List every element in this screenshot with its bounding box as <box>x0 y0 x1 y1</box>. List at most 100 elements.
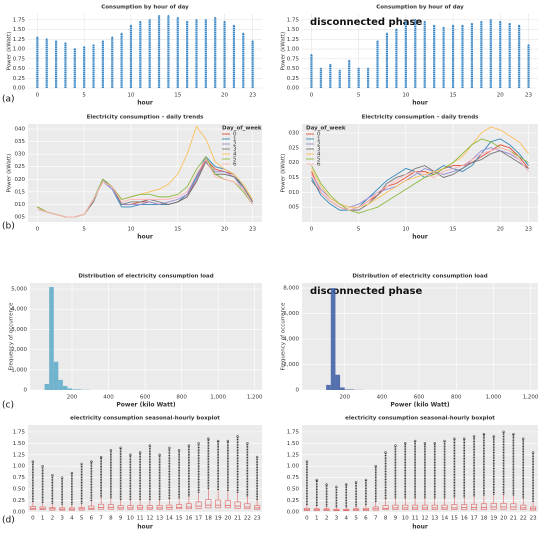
strip-top <box>480 20 483 23</box>
x-tick-label: 21 <box>510 516 517 522</box>
strip-top <box>508 22 511 25</box>
x-tick-label: 1 <box>41 516 45 522</box>
y-tick-label: 0.00 <box>287 510 300 516</box>
strip-top <box>329 63 332 66</box>
y-tick-label: 1.75 <box>287 17 300 23</box>
outlier-max <box>531 451 535 454</box>
strip-top <box>101 40 104 43</box>
outlier-max <box>41 464 44 468</box>
plot-area <box>302 425 538 512</box>
chart-title: Electricity consumption – daily trends <box>362 115 480 121</box>
plot-area <box>302 14 538 88</box>
box <box>510 503 517 510</box>
legend-label: 2 <box>233 142 237 148</box>
box <box>451 504 458 511</box>
y-tick-label: 1.50 <box>13 441 26 447</box>
x-tick-label: 0 <box>310 93 314 99</box>
y-tick-label: 5,000 <box>11 287 27 293</box>
chart-title: electricity consumption seasonal-hourly … <box>70 416 220 422</box>
box <box>107 504 114 510</box>
outlier-max <box>502 430 505 434</box>
y-tick-label: 0.00 <box>13 86 26 92</box>
y-tick-label: 020 <box>289 160 300 166</box>
bar <box>58 379 63 390</box>
outlier-max <box>226 439 230 443</box>
x-tick-label: 600 <box>414 395 425 401</box>
x-tick-label: 9 <box>394 516 398 522</box>
y-tick-label: 040 <box>15 127 26 133</box>
bar <box>44 383 50 390</box>
box <box>402 504 409 511</box>
strip-top <box>527 44 530 47</box>
x-tick-label: 0 <box>305 516 309 522</box>
box <box>382 505 389 511</box>
x-tick-label: 20 <box>221 93 228 99</box>
strip-top <box>319 67 322 70</box>
x-tick-label: 400 <box>377 395 388 401</box>
y-tick-label: 8,000 <box>283 286 299 292</box>
y-tick-label: 025 <box>289 145 300 151</box>
panel-label: (c) <box>2 401 14 411</box>
x-tick-label: 200 <box>67 395 78 401</box>
line <box>37 158 254 218</box>
x-tick-label: 3 <box>335 516 339 522</box>
strip-top <box>73 48 76 50</box>
box <box>146 505 153 510</box>
strip-top <box>214 16 217 19</box>
outlier-max <box>51 474 54 477</box>
y-tick-label: 0.25 <box>287 76 300 82</box>
chart-title: electricity consumption seasonal-hourly … <box>345 416 495 422</box>
x-tick-label: 8 <box>384 516 388 522</box>
outlier-max <box>315 478 318 482</box>
y-tick-label: 1.75 <box>13 429 26 435</box>
y-tick-label: 1.25 <box>287 452 300 458</box>
strip-top <box>139 20 142 23</box>
outlier-max <box>453 437 456 440</box>
line <box>311 126 529 208</box>
y-tick-label: 0.75 <box>13 475 26 481</box>
bar <box>335 374 341 390</box>
x-tick-label: 10 <box>127 227 134 233</box>
y-tick-label: 4,000 <box>11 307 27 313</box>
x-axis-label: hour <box>412 524 428 531</box>
y-tick-label: 015 <box>289 175 300 181</box>
chart-title: Distribution of electricity consumption … <box>352 274 487 280</box>
outlier-max <box>325 483 328 486</box>
x-tick-label: 15 <box>450 93 457 99</box>
x-tick-label: 2 <box>51 516 55 522</box>
x-tick-label: 4 <box>345 516 349 522</box>
outlier-max <box>472 435 476 438</box>
legend-label: 0 <box>317 132 321 138</box>
outlier-max <box>345 483 348 486</box>
strip-top <box>158 15 160 17</box>
outlier-max <box>158 453 161 457</box>
x-tick-label: 6 <box>364 516 368 522</box>
y-tick-label: 1.00 <box>13 464 26 470</box>
y-tick-label: 010 <box>15 202 26 208</box>
box <box>88 505 95 511</box>
x-tick-label: 9 <box>119 516 123 522</box>
y-tick-label: 2,000 <box>283 362 299 368</box>
x-tick-label: 22 <box>244 516 251 522</box>
box <box>176 504 183 510</box>
y-axis-label: Frequency of occurrence <box>281 302 287 370</box>
strip-top <box>223 20 226 23</box>
strip-top <box>167 15 170 17</box>
y-tick-label: 2,000 <box>11 347 27 353</box>
x-tick-label: 20 <box>500 516 507 522</box>
legend-label: 6 <box>233 162 237 168</box>
outlier-max <box>255 455 259 459</box>
strip-top <box>251 40 254 43</box>
outlier-max <box>119 446 122 450</box>
strip-top <box>471 22 473 25</box>
outlier-max <box>423 442 427 445</box>
y-axis-label: Power (kWatt) <box>281 154 287 193</box>
strip-top <box>338 69 341 72</box>
outlier-max <box>129 453 132 457</box>
plot-area <box>28 124 262 222</box>
plot-area <box>30 283 262 390</box>
box <box>39 506 46 511</box>
x-tick-label: 0 <box>310 227 314 233</box>
strip-top <box>367 67 369 70</box>
